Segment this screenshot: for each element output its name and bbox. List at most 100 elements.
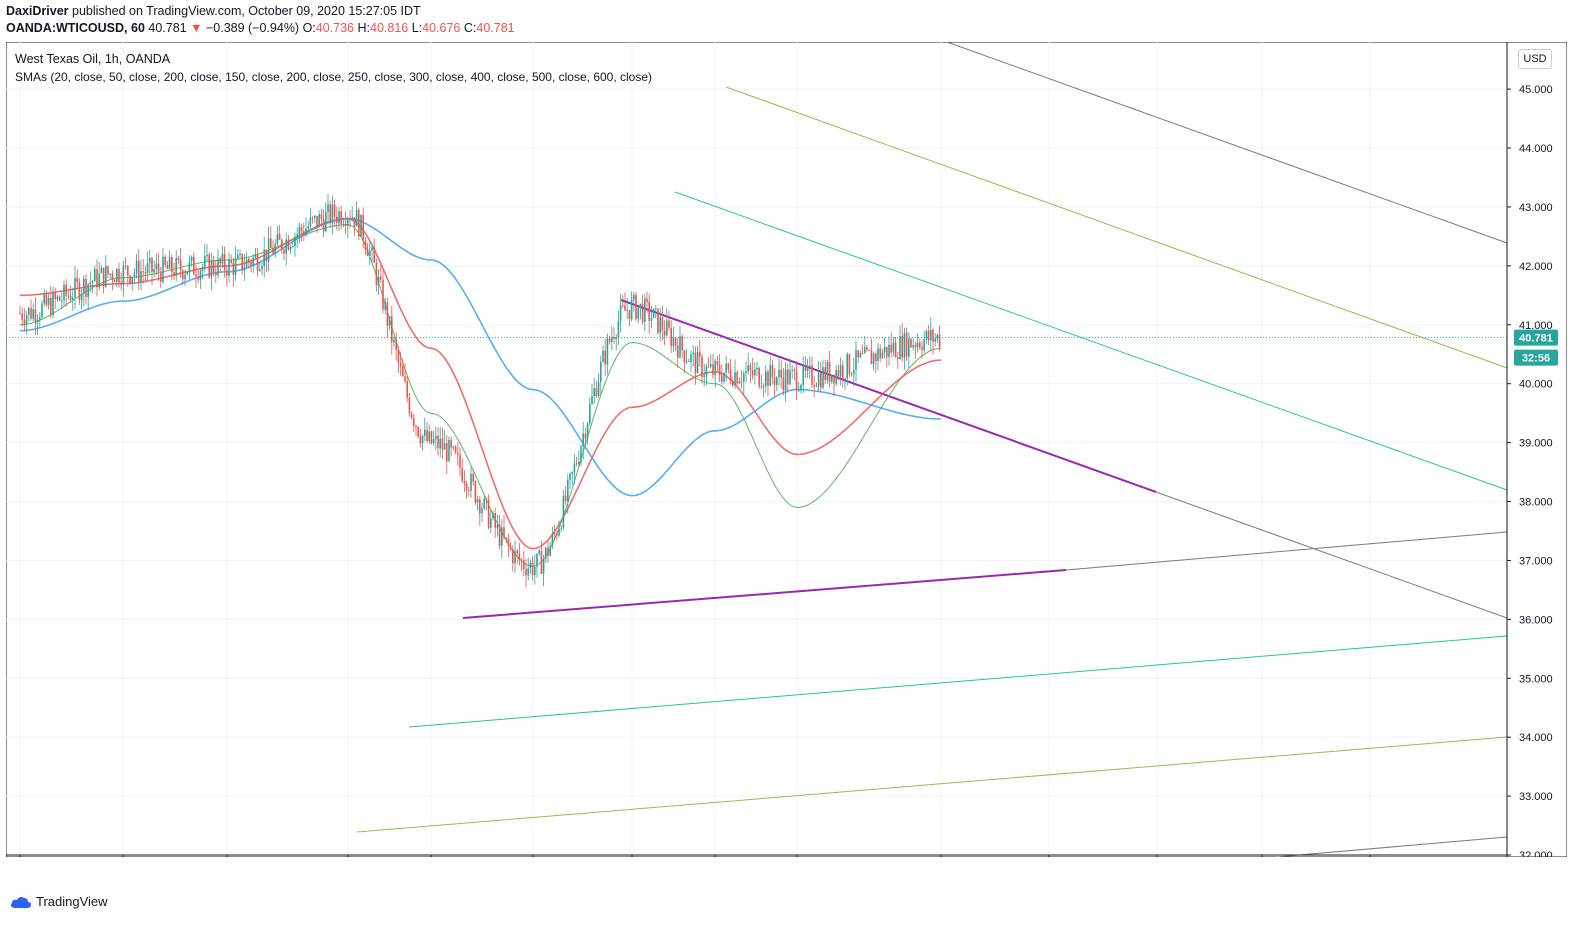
candle-body [98,273,100,288]
candle-body [538,550,540,554]
candle-body [721,375,723,382]
candle-body [589,404,591,424]
candle-body [734,372,736,386]
candle-body [261,266,263,270]
candle-body [415,425,417,428]
candle-body [932,329,934,342]
candle-body [162,256,164,282]
candle-body [809,365,811,367]
candle-body [639,303,642,308]
candle-body [360,214,362,237]
publisher-name[interactable]: DaxiDriver [6,4,69,18]
candle-body [487,499,490,528]
candle-body [34,309,37,323]
candle-body [837,370,840,377]
candle-body [292,246,294,247]
candle-body [681,336,683,351]
candle-body [897,357,899,359]
candle-body [859,352,862,358]
candle-body [606,338,609,365]
candle-body [362,214,364,241]
candle-body [298,227,301,235]
candle-body [252,257,254,266]
candle-body [527,568,529,576]
candle-body [824,367,826,381]
candle-body [881,352,884,359]
candle-body [536,553,538,567]
candle-body [223,253,226,271]
candle-body [179,259,182,271]
candle-body [773,377,776,385]
candle-body [364,240,367,250]
currency-button[interactable]: USD [1518,49,1552,69]
candle-body [193,256,195,275]
candle-body [699,351,701,357]
candle-body [160,271,162,282]
candle-body [850,374,853,375]
candle-body [336,216,338,223]
candle-body [347,219,349,227]
candle-body [855,350,857,370]
candle-body [375,262,378,285]
candle-body [556,533,558,536]
candle-body [371,247,373,251]
candle-body [36,319,39,323]
candle-body [435,435,437,440]
countdown-tag: 32:56 [1514,349,1558,366]
candle-body [826,362,829,381]
indicator-legend[interactable]: SMAs (20, close, 50, close, 200, close, … [15,70,653,84]
candle-body [833,374,835,384]
candle-body [151,257,153,273]
candle-body [124,265,127,267]
candle-body [311,217,314,219]
high-value: 40.816 [370,21,409,35]
candle-body [182,270,184,280]
candle-body [864,347,866,354]
candle-body [67,295,70,297]
candle-body [239,253,241,256]
candle-body [149,257,151,264]
candle-body [226,270,228,276]
drawing-lines[interactable] [6,42,1508,857]
candle-body [175,257,177,276]
candle-body [839,365,842,377]
candle-body [45,294,48,306]
candle-body [630,299,633,319]
y-tick-label: 39.000 [1519,438,1553,450]
candle-body [344,223,347,227]
candle-body [140,271,142,282]
candle-body [113,280,116,283]
candle-body [171,257,173,273]
candle-body [221,253,224,264]
candle-body [417,427,419,437]
tradingview-logo[interactable]: TradingView [10,894,108,909]
candle-body [580,446,582,462]
candle-body [87,284,89,297]
candle-body [861,352,864,354]
candle-body [560,527,562,529]
candle-body [573,463,576,472]
candle-body [470,474,472,492]
candle-body [571,471,573,474]
candle-body [503,527,505,538]
candle-body [490,518,492,528]
candle-body [685,361,688,363]
price-axis[interactable]: 45.000 44.000 43.000 42.000 41.000 40.000 39.0… [1507,84,1553,857]
candle-body [204,256,206,267]
candle-body [512,549,514,564]
candle-body [857,350,859,358]
candle-body [83,278,85,294]
candle-body [624,305,626,311]
high-label: H: [357,21,371,35]
price-chart[interactable]: 45.000 44.000 43.000 42.000 41.000 40.000 39.0… [6,42,1567,857]
candle-body [558,528,560,536]
candle-body [142,271,144,273]
time-axis[interactable]: 101724Sep7142125Oct121926Nov9 [14,855,1374,857]
chart-legend-title[interactable]: West Texas Oil, 1h, OANDA [15,52,171,66]
candle-body [791,369,793,371]
candle-body [441,438,444,450]
candle-body [41,303,43,318]
candle-body [285,239,287,254]
candle-body [670,327,672,347]
candle-body [408,397,411,414]
